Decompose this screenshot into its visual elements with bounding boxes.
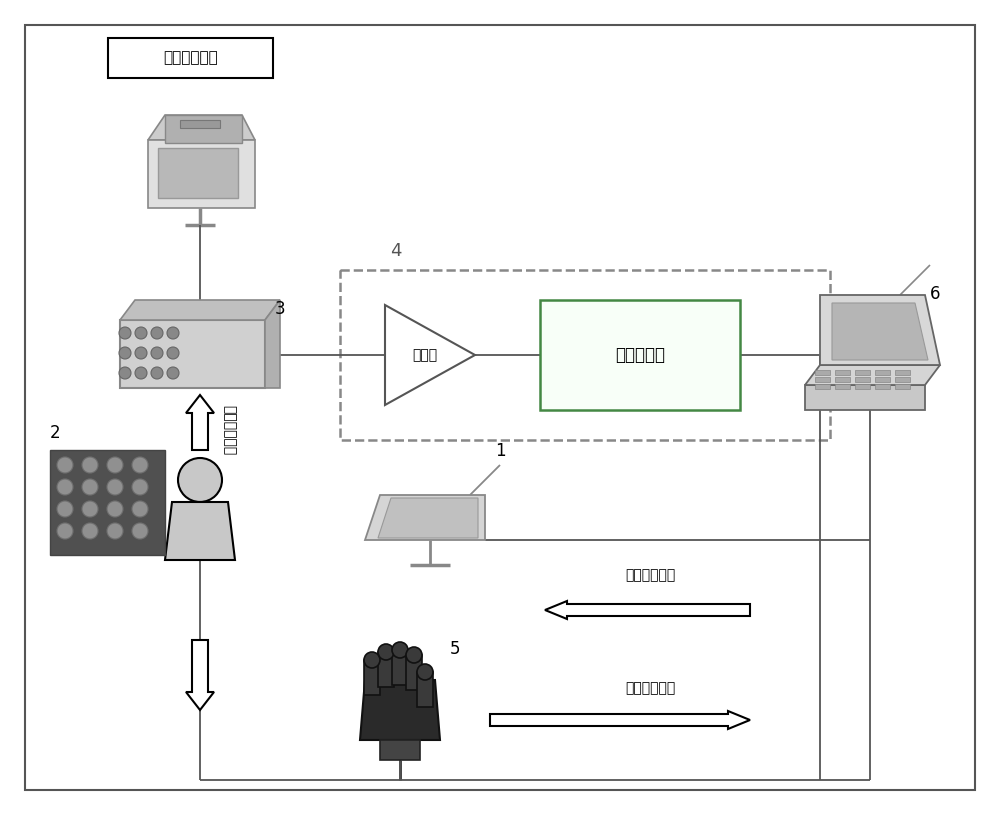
Bar xyxy=(108,38,273,78)
Bar xyxy=(378,652,394,687)
Bar xyxy=(875,370,890,375)
Circle shape xyxy=(82,501,98,517)
Circle shape xyxy=(82,479,98,495)
Bar xyxy=(120,320,265,388)
Text: 3: 3 xyxy=(275,300,286,318)
Bar xyxy=(380,740,420,760)
Bar xyxy=(406,655,422,690)
Bar xyxy=(835,370,850,375)
Circle shape xyxy=(119,327,131,339)
Bar xyxy=(835,384,850,389)
Circle shape xyxy=(167,367,179,379)
Circle shape xyxy=(119,347,131,359)
Polygon shape xyxy=(165,502,235,560)
Bar xyxy=(855,384,870,389)
Circle shape xyxy=(107,501,123,517)
Bar xyxy=(364,660,380,695)
Polygon shape xyxy=(832,303,928,360)
Bar xyxy=(50,450,165,555)
Circle shape xyxy=(378,644,394,660)
Circle shape xyxy=(135,327,147,339)
Bar xyxy=(417,672,433,707)
Text: 医院记录系统: 医院记录系统 xyxy=(163,51,218,65)
Polygon shape xyxy=(545,601,750,619)
Circle shape xyxy=(132,457,148,473)
Text: 皮层脑电信号: 皮层脑电信号 xyxy=(222,405,236,455)
Circle shape xyxy=(167,327,179,339)
Polygon shape xyxy=(360,680,440,740)
Bar xyxy=(895,377,910,382)
Text: 1: 1 xyxy=(495,442,506,460)
Circle shape xyxy=(151,347,163,359)
Polygon shape xyxy=(805,365,940,385)
Bar xyxy=(815,370,830,375)
Polygon shape xyxy=(490,711,750,729)
Text: 信号处理器: 信号处理器 xyxy=(615,346,665,364)
Bar xyxy=(165,115,242,143)
Text: 2: 2 xyxy=(50,424,61,442)
Bar xyxy=(875,377,890,382)
Bar xyxy=(392,650,408,685)
Circle shape xyxy=(82,457,98,473)
Bar xyxy=(895,384,910,389)
Bar xyxy=(835,377,850,382)
Circle shape xyxy=(392,642,408,658)
Polygon shape xyxy=(148,115,255,140)
Circle shape xyxy=(135,347,147,359)
Circle shape xyxy=(151,327,163,339)
Circle shape xyxy=(107,479,123,495)
Circle shape xyxy=(178,458,222,502)
Polygon shape xyxy=(265,300,280,388)
Circle shape xyxy=(107,523,123,539)
Bar xyxy=(158,148,238,198)
Bar xyxy=(895,370,910,375)
Bar xyxy=(875,384,890,389)
Polygon shape xyxy=(820,295,940,365)
Text: 手部运动信号: 手部运动信号 xyxy=(625,681,675,695)
Text: 放大器: 放大器 xyxy=(412,348,438,362)
Bar xyxy=(815,384,830,389)
Bar xyxy=(340,270,830,440)
Bar xyxy=(855,377,870,382)
Circle shape xyxy=(406,647,422,663)
Circle shape xyxy=(57,479,73,495)
Circle shape xyxy=(132,523,148,539)
Circle shape xyxy=(57,523,73,539)
Polygon shape xyxy=(805,385,925,410)
Circle shape xyxy=(132,501,148,517)
Text: 终端控制显示: 终端控制显示 xyxy=(625,568,675,582)
Bar xyxy=(180,120,220,128)
Circle shape xyxy=(132,479,148,495)
Text: 5: 5 xyxy=(450,640,460,658)
Bar xyxy=(148,140,255,208)
Circle shape xyxy=(417,664,433,680)
Circle shape xyxy=(151,367,163,379)
Bar xyxy=(540,300,740,410)
Text: 6: 6 xyxy=(930,285,940,303)
Circle shape xyxy=(135,367,147,379)
Polygon shape xyxy=(186,395,214,450)
Circle shape xyxy=(119,367,131,379)
Circle shape xyxy=(57,457,73,473)
Circle shape xyxy=(167,347,179,359)
Bar xyxy=(815,377,830,382)
Circle shape xyxy=(107,457,123,473)
Polygon shape xyxy=(120,300,280,320)
Bar xyxy=(855,370,870,375)
Polygon shape xyxy=(365,495,485,540)
Circle shape xyxy=(57,501,73,517)
Polygon shape xyxy=(378,498,478,538)
Circle shape xyxy=(82,523,98,539)
Polygon shape xyxy=(186,640,214,710)
Text: 4: 4 xyxy=(390,242,402,260)
Circle shape xyxy=(364,652,380,668)
